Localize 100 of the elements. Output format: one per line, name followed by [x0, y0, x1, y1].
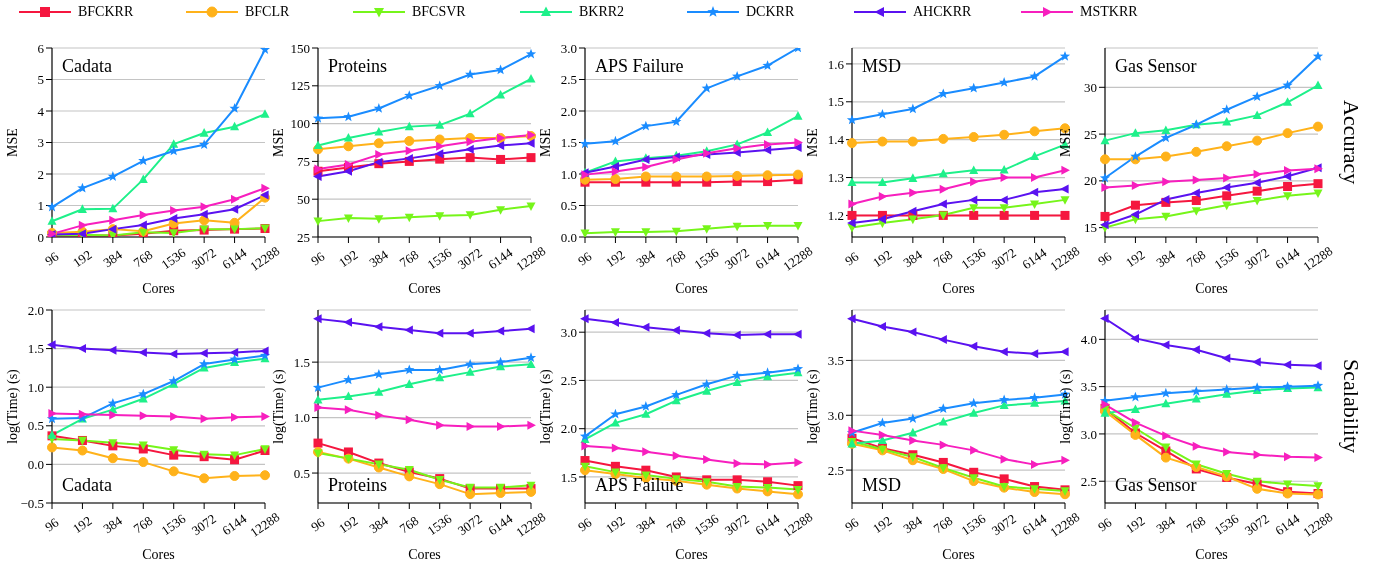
x-tick-label: 6144: [219, 510, 250, 539]
y-tick-label: 5: [37, 72, 44, 88]
x-tick-label: 96: [575, 514, 595, 535]
x-tick-label: 1536: [691, 244, 722, 273]
x-axis-title: Cores: [675, 281, 708, 296]
x-tick-label: 3072: [188, 244, 219, 273]
y-tick-label: 0.5: [293, 465, 310, 481]
x-axis-title: Cores: [408, 281, 441, 296]
y-tick-label: 2.0: [560, 421, 577, 437]
y-tick-label: 1: [37, 198, 44, 214]
x-tick-label: 96: [308, 514, 328, 535]
x-tick-label: 96: [1095, 514, 1115, 535]
x-tick-label: 1536: [158, 244, 189, 273]
chart-title: Proteins: [328, 56, 388, 76]
y-tick-label: 1.0: [293, 410, 310, 426]
x-tick-label: 6144: [1019, 510, 1050, 539]
y-axis-title: log(Time) (s): [537, 368, 554, 444]
text: APS Failure: [595, 475, 684, 495]
x-tick-label: 96: [308, 248, 328, 269]
x-tick-label: 3072: [988, 244, 1019, 273]
x-tick-label: 192: [869, 246, 895, 271]
y-tick-label: 1.0: [560, 166, 577, 182]
text: MSD: [862, 475, 902, 495]
x-tick-label: 384: [633, 246, 659, 271]
x-tick-label: 192: [602, 246, 628, 271]
x-axis-title: Cores: [942, 281, 975, 296]
y-tick-label: 2.5: [560, 373, 577, 389]
y-tick-label: 1.4: [827, 132, 845, 148]
y-tick-label: 1.5: [560, 469, 577, 485]
y-tick-label: 30: [1084, 79, 1097, 95]
x-tick-label: 1536: [958, 244, 989, 273]
x-tick-label: 192: [69, 246, 95, 271]
x-tick-label: 384: [900, 512, 926, 537]
x-tick-label: 768: [130, 246, 156, 271]
x-tick-label: 3072: [454, 244, 485, 273]
y-tick-label: 1.0: [27, 379, 44, 395]
x-tick-label: 192: [335, 246, 361, 271]
x-tick-label: 3072: [1241, 510, 1272, 539]
y-tick-label: 2: [37, 166, 44, 182]
x-axis-title: Cores: [1195, 547, 1228, 562]
y-tick-label: 1.3: [827, 170, 844, 186]
y-axis-title: MSE: [270, 128, 286, 157]
x-tick-label: 768: [1183, 512, 1209, 537]
x-tick-label: 3072: [721, 244, 752, 273]
x-tick-label: 6144: [752, 510, 783, 539]
x-tick-label: 768: [663, 246, 689, 271]
y-tick-label: 50: [297, 191, 310, 207]
x-tick-label: 1536: [958, 510, 989, 539]
x-tick-label: 6144: [485, 244, 516, 273]
chart-title: Gas Sensor: [1115, 56, 1197, 76]
y-tick-label: 20: [1084, 173, 1097, 189]
x-tick-label: 384: [633, 512, 659, 537]
legend-label: AHCKRR: [913, 4, 972, 20]
x-tick-label: 768: [396, 246, 422, 271]
y-axis-title: log(Time) (s): [804, 368, 821, 444]
x-tick-label: 1536: [1211, 244, 1242, 273]
x-tick-label: 384: [100, 246, 126, 271]
x-tick-label: 6144: [1019, 244, 1050, 273]
y-axis-title: log(Time) (s): [270, 368, 287, 444]
x-tick-label: 192: [335, 512, 361, 537]
text: Accuracy: [1338, 99, 1364, 187]
x-tick-label: 768: [130, 512, 156, 537]
y-tick-label: 25: [297, 229, 310, 245]
y-tick-label: 0.5: [560, 198, 577, 214]
x-tick-label: 768: [396, 512, 422, 537]
y-tick-label: 2.5: [1080, 473, 1097, 489]
legend-label: MSTKRR: [1080, 4, 1138, 20]
y-tick-label: 1.5: [293, 354, 310, 370]
y-tick-label: 1.2: [827, 208, 844, 224]
text: Cadata: [62, 475, 112, 495]
y-tick-label: 2.5: [560, 72, 577, 88]
y-tick-label: 1.5: [27, 341, 44, 357]
y-tick-label: 3: [37, 135, 44, 151]
y-tick-label: 1.6: [827, 56, 845, 72]
x-tick-label: 192: [1122, 512, 1148, 537]
x-axis-title: Cores: [408, 547, 441, 562]
x-tick-label: 3072: [721, 510, 752, 539]
y-tick-label: 3.0: [560, 324, 577, 340]
y-axis-title: MSE: [537, 128, 553, 157]
x-tick-label: 6144: [485, 510, 516, 539]
y-axis-title: MSE: [1057, 128, 1073, 157]
y-tick-label: 2.0: [560, 103, 577, 119]
x-tick-label: 6144: [1272, 244, 1303, 273]
legend-label: DCKRR: [746, 4, 795, 20]
x-tick-label: 96: [842, 248, 862, 269]
x-tick-label: 1536: [691, 510, 722, 539]
x-axis-title: Cores: [675, 547, 708, 562]
y-tick-label: 2.0: [27, 302, 44, 318]
x-tick-label: 3072: [454, 510, 485, 539]
y-tick-label: 4.0: [1080, 331, 1097, 347]
x-tick-label: 6144: [752, 244, 783, 273]
y-tick-label: 0.0: [560, 229, 577, 245]
y-tick-label: 0: [37, 229, 44, 245]
x-tick-label: 768: [930, 246, 956, 271]
x-tick-label: 3072: [188, 510, 219, 539]
y-axis-title: MSE: [804, 128, 820, 157]
x-axis-title: Cores: [142, 547, 175, 562]
x-tick-label: 1536: [424, 510, 455, 539]
x-tick-label: 768: [1183, 246, 1209, 271]
y-tick-label: 3.0: [560, 40, 577, 56]
